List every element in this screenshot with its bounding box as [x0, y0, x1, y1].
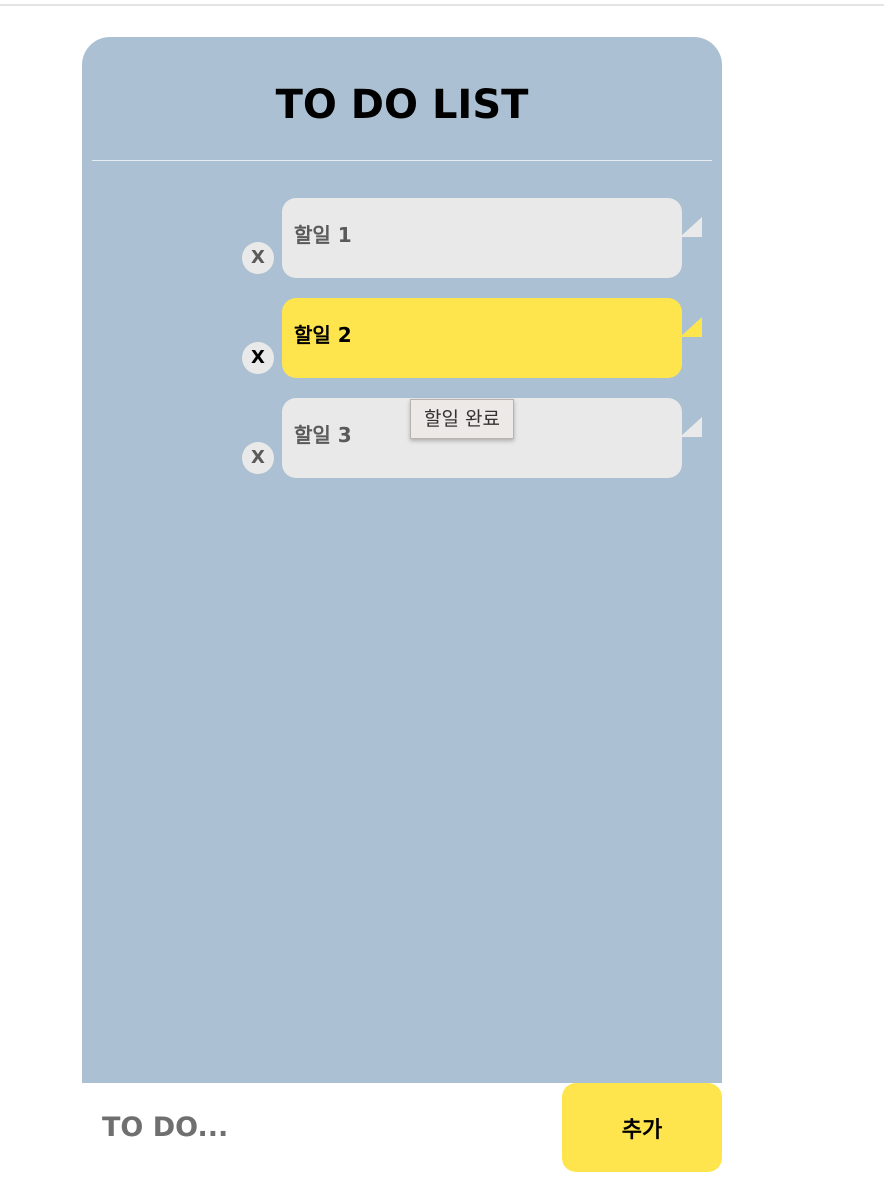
app-title: TO DO LIST: [275, 82, 529, 128]
todo-text: 할일 2: [294, 323, 352, 347]
delete-todo-button[interactable]: X: [242, 242, 274, 274]
add-todo-button[interactable]: 추가: [562, 1083, 722, 1172]
complete-tooltip: 할일 완료: [410, 399, 514, 439]
bubble-tail-icon: [680, 417, 702, 437]
title-divider: [92, 160, 712, 161]
delete-todo-button[interactable]: X: [242, 442, 274, 474]
todo-app-panel: TO DO LIST X 할일 1 X 할일 2 X 할일 3: [82, 37, 722, 1083]
bubble-tail-icon: [680, 317, 702, 337]
todo-bubble[interactable]: 할일 2: [282, 298, 682, 378]
todo-item: X 할일 2: [242, 298, 702, 378]
todo-text: 할일 1: [294, 223, 352, 247]
bubble-tail-icon: [680, 217, 702, 237]
todo-input[interactable]: [82, 1083, 562, 1172]
delete-todo-button[interactable]: X: [242, 342, 274, 374]
top-border: [0, 4, 884, 6]
todo-bubble[interactable]: 할일 1: [282, 198, 682, 278]
todo-text: 할일 3: [294, 423, 352, 447]
todo-item: X 할일 1: [242, 198, 702, 278]
